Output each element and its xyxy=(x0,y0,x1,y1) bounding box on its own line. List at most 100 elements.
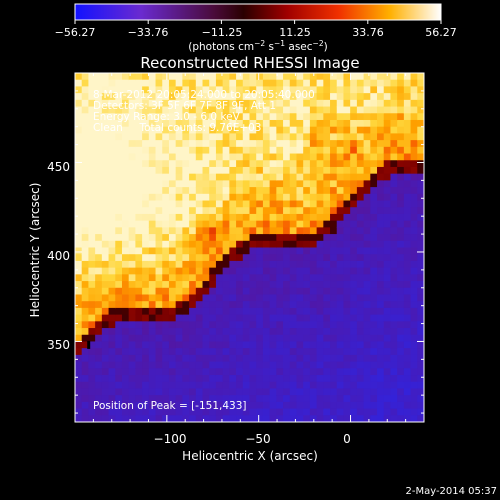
heatmap-pixel xyxy=(182,287,190,296)
heatmap-pixel xyxy=(189,260,197,269)
heatmap-pixel xyxy=(283,227,291,235)
heatmap-pixel xyxy=(296,140,304,148)
heatmap-pixel xyxy=(269,79,277,88)
heatmap-pixel xyxy=(262,146,271,155)
heatmap-pixel xyxy=(383,307,392,316)
heatmap-pixel xyxy=(148,354,157,363)
heatmap-pixel xyxy=(215,113,224,121)
heatmap-pixel xyxy=(397,307,405,316)
heatmap-pixel xyxy=(209,234,217,242)
heatmap-pixel xyxy=(229,187,237,195)
heatmap-pixel xyxy=(135,267,143,275)
heatmap-pixel xyxy=(135,247,143,255)
heatmap-pixel xyxy=(249,401,257,410)
heatmap-pixel xyxy=(262,207,271,215)
heatmap-pixel xyxy=(242,408,251,416)
heatmap-pixel xyxy=(175,375,183,383)
heatmap-pixel xyxy=(256,307,264,316)
heatmap-pixel xyxy=(330,274,338,282)
heatmap-pixel xyxy=(128,113,136,121)
heatmap-pixel xyxy=(356,187,365,195)
heatmap-pixel xyxy=(142,113,150,121)
heatmap-pixel xyxy=(417,173,424,181)
heatmap-pixel xyxy=(115,99,123,108)
heatmap-pixel xyxy=(88,408,96,416)
heatmap-pixel xyxy=(350,86,358,94)
heatmap-pixel xyxy=(363,301,371,309)
heatmap-pixel xyxy=(417,140,424,148)
heatmap-pixel xyxy=(81,146,90,155)
heatmap-pixel xyxy=(397,247,405,255)
colorbar-tick-label: −33.76 xyxy=(128,26,169,39)
heatmap-pixel xyxy=(182,227,190,235)
heatmap-pixel xyxy=(289,334,298,343)
heatmap-pixel xyxy=(182,281,190,289)
heatmap-pixel xyxy=(377,415,385,422)
heatmap-pixel xyxy=(115,281,123,289)
heatmap-pixel xyxy=(242,193,251,202)
heatmap-pixel xyxy=(162,395,170,403)
heatmap-pixel xyxy=(390,200,398,208)
heatmap-pixel xyxy=(397,180,405,188)
heatmap-pixel xyxy=(289,314,298,322)
heatmap-pixel xyxy=(222,207,230,215)
heatmap-pixel xyxy=(195,388,204,396)
heatmap-pixel xyxy=(242,93,251,101)
heatmap-pixel xyxy=(75,294,83,302)
heatmap-pixel xyxy=(81,193,90,202)
heatmap-pixel xyxy=(262,247,271,255)
heatmap-pixel xyxy=(189,200,197,208)
heatmap-pixel xyxy=(222,301,230,309)
heatmap-pixel xyxy=(323,388,331,396)
heatmap-pixel xyxy=(383,99,392,108)
heatmap-pixel xyxy=(189,328,197,336)
heatmap-pixel xyxy=(350,213,358,222)
heatmap-pixel xyxy=(269,119,277,128)
heatmap-pixel xyxy=(182,73,190,81)
heatmap-pixel xyxy=(262,193,271,202)
heatmap-pixel xyxy=(403,166,412,175)
heatmap-pixel xyxy=(162,274,170,282)
heatmap-pixel xyxy=(175,401,183,410)
heatmap-pixel xyxy=(236,307,244,316)
heatmap-pixel xyxy=(309,260,318,269)
heatmap-pixel xyxy=(356,307,365,316)
heatmap-pixel xyxy=(148,140,157,148)
heatmap-pixel xyxy=(256,274,264,282)
heatmap-pixel xyxy=(108,354,116,363)
heatmap-pixel xyxy=(276,287,284,296)
heatmap-pixel xyxy=(316,126,324,134)
heatmap-pixel xyxy=(390,173,398,181)
heatmap-pixel xyxy=(316,247,324,255)
heatmap-pixel xyxy=(283,287,291,296)
heatmap-pixel xyxy=(309,86,318,94)
heatmap-pixel xyxy=(81,133,90,141)
heatmap-pixel xyxy=(417,408,424,416)
heatmap-pixel xyxy=(202,146,210,155)
heatmap-pixel xyxy=(283,368,291,376)
heatmap-pixel xyxy=(236,260,244,269)
heatmap-pixel xyxy=(410,354,418,363)
heatmap-pixel xyxy=(356,213,365,222)
heatmap-pixel xyxy=(229,287,237,296)
heatmap-pixel xyxy=(256,260,264,269)
heatmap-pixel xyxy=(81,267,90,275)
heatmap-pixel xyxy=(390,153,398,161)
heatmap-pixel xyxy=(168,301,177,309)
heatmap-pixel xyxy=(336,119,345,128)
heatmap-pixel xyxy=(81,79,90,88)
heatmap-pixel xyxy=(276,267,284,275)
heatmap-pixel xyxy=(168,354,177,363)
heatmap-pixel xyxy=(202,173,210,181)
heatmap-pixel xyxy=(222,287,230,296)
heatmap-pixel xyxy=(128,193,136,202)
heatmap-pixel xyxy=(162,260,170,269)
heatmap-pixel xyxy=(390,401,398,410)
heatmap-pixel xyxy=(142,375,150,383)
heatmap-pixel xyxy=(356,153,365,161)
heatmap-pixel xyxy=(215,281,224,289)
heatmap-pixel xyxy=(142,93,150,101)
heatmap-pixel xyxy=(276,375,284,383)
heatmap-pixel xyxy=(236,153,244,161)
heatmap-pixel xyxy=(229,375,237,383)
